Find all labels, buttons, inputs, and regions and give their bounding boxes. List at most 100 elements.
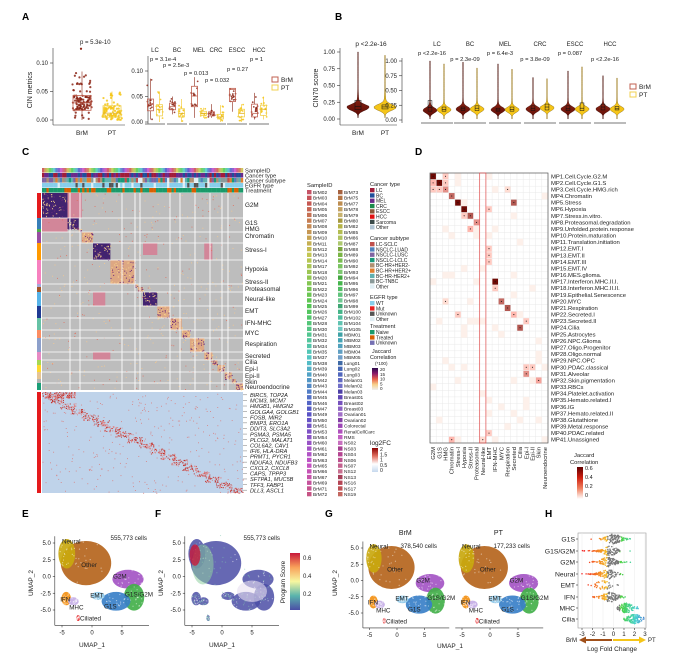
sample-legend-label: MBM03 bbox=[344, 344, 361, 350]
row-label: MP17.Interferon.MHC.II.I. bbox=[551, 280, 618, 286]
cell-point bbox=[96, 593, 99, 595]
cell-point bbox=[63, 594, 65, 596]
annotation-cell bbox=[117, 188, 121, 193]
cell-point bbox=[504, 594, 506, 597]
annotation-cell bbox=[151, 173, 154, 178]
heatmap-cell bbox=[67, 405, 69, 407]
cell-point bbox=[117, 582, 119, 584]
heatmap-cell bbox=[111, 430, 113, 432]
heatmap-speckle bbox=[100, 468, 102, 470]
heatmap-cell bbox=[138, 443, 140, 445]
heatmap-cell bbox=[120, 434, 122, 436]
sample-legend-label: BrM47 bbox=[313, 407, 327, 413]
cell-point bbox=[472, 557, 474, 559]
heatmap-cell bbox=[64, 394, 66, 396]
sample-swatch bbox=[307, 463, 312, 468]
cell-point bbox=[368, 598, 371, 600]
column-label: G2M bbox=[431, 447, 437, 460]
heatmap-cell bbox=[116, 436, 118, 438]
heatmap-cell bbox=[57, 397, 59, 399]
heatmap-speckle bbox=[52, 363, 54, 365]
heatmap-speckle bbox=[174, 219, 176, 221]
cell-point bbox=[380, 574, 382, 576]
legend-swatch bbox=[370, 203, 375, 209]
heatmap-speckle bbox=[90, 234, 92, 236]
annotation-cell bbox=[173, 173, 177, 178]
annotation-cell bbox=[120, 188, 123, 193]
cell-point bbox=[85, 548, 88, 550]
heatmap-cell bbox=[207, 480, 209, 482]
heatmap-cell bbox=[198, 342, 200, 344]
data-point bbox=[221, 105, 224, 108]
annotation-cell bbox=[79, 178, 83, 183]
cell-point bbox=[135, 603, 138, 605]
heatmap-cell bbox=[185, 467, 187, 469]
heatmap-cell bbox=[42, 202, 44, 204]
heatmap-speckle bbox=[174, 455, 176, 457]
heatmap-speckle bbox=[219, 464, 221, 466]
heatmap-speckle bbox=[81, 404, 83, 406]
sample-swatch bbox=[307, 332, 312, 337]
y-tick-label: 0.0 bbox=[42, 575, 51, 581]
heatmap-speckle bbox=[146, 483, 148, 485]
heatmap-speckle bbox=[177, 420, 179, 422]
heatmap-cell bbox=[144, 446, 146, 448]
heatmap-speckle bbox=[165, 485, 167, 487]
cell-point bbox=[232, 560, 234, 563]
heatmap-speckle bbox=[78, 387, 80, 389]
heatmap-speckle bbox=[217, 393, 219, 395]
heatmap-cell bbox=[186, 467, 188, 469]
cell-point bbox=[461, 549, 463, 552]
cell-point bbox=[374, 608, 376, 610]
heatmap-cell bbox=[229, 374, 231, 376]
sample-swatch bbox=[338, 457, 343, 463]
heatmap-speckle bbox=[119, 443, 121, 445]
cell-point bbox=[208, 617, 210, 619]
heatmap-cell bbox=[132, 281, 134, 283]
heatmap-cell bbox=[82, 234, 84, 236]
sample-swatch bbox=[338, 400, 343, 406]
sample-swatch bbox=[338, 338, 343, 343]
heatmap-cell bbox=[51, 397, 53, 399]
heatmap-speckle bbox=[121, 427, 123, 429]
annotation-cell bbox=[164, 178, 168, 183]
sample-swatch bbox=[338, 383, 343, 389]
score-region-low bbox=[237, 580, 267, 602]
heatmap-cell bbox=[150, 443, 152, 445]
legend-label: Other bbox=[376, 284, 389, 290]
heatmap-cell bbox=[128, 441, 130, 443]
sample-swatch bbox=[307, 303, 312, 309]
cell-point bbox=[99, 593, 102, 596]
annotation-cell bbox=[218, 178, 221, 183]
cell-point bbox=[529, 592, 531, 594]
heatmap-speckle bbox=[183, 395, 185, 397]
heatmap-speckle bbox=[97, 408, 99, 410]
heatmap-cell bbox=[218, 371, 220, 373]
sample-legend-label: BrM13 bbox=[313, 253, 327, 259]
cell-point bbox=[65, 549, 68, 551]
heatmap-cell bbox=[205, 477, 207, 479]
heatmap-speckle bbox=[89, 400, 91, 402]
heatmap-cell bbox=[178, 463, 180, 465]
heatmap-speckle bbox=[139, 419, 141, 421]
sample-legend-label: Lung02 bbox=[344, 367, 360, 373]
heatmap-cell bbox=[479, 265, 486, 272]
heatmap-speckle bbox=[93, 247, 95, 249]
legend-title: Treatment bbox=[370, 324, 396, 330]
data-point bbox=[102, 96, 105, 100]
annotation-cell bbox=[176, 178, 179, 183]
heatmap-cell bbox=[136, 442, 138, 444]
heatmap-cell bbox=[163, 453, 165, 455]
heatmap-cell bbox=[104, 429, 106, 431]
heatmap-cell bbox=[232, 379, 234, 381]
data-point bbox=[71, 83, 74, 86]
cell-point bbox=[424, 596, 426, 598]
cell-point bbox=[136, 589, 138, 591]
heatmap-cell bbox=[215, 477, 217, 479]
heatmap-speckle bbox=[138, 353, 140, 355]
x-tick-label: 0 bbox=[220, 630, 224, 636]
heatmap-speckle bbox=[196, 450, 197, 452]
legend-title: Correlation bbox=[370, 355, 396, 361]
data-point bbox=[111, 117, 114, 120]
heatmap-cell bbox=[60, 396, 62, 398]
